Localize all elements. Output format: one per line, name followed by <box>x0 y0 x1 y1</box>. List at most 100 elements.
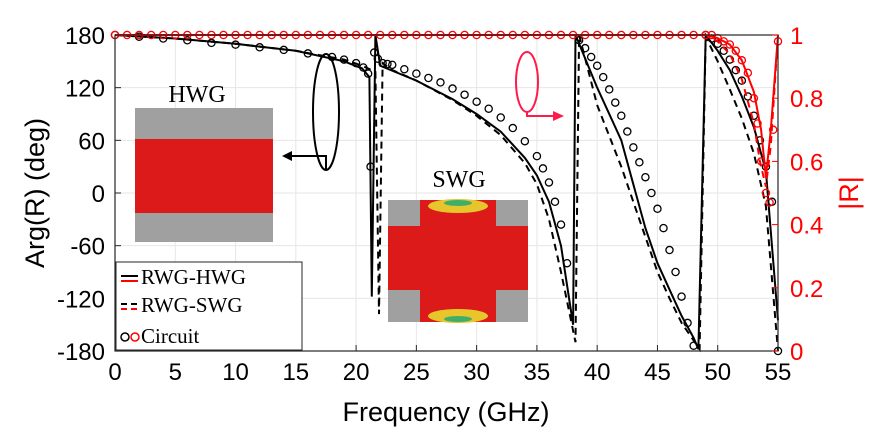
phase-markers-marker <box>653 204 662 214</box>
phase-markers-marker <box>303 49 313 58</box>
legend-label-rwg-hwg: RWG-HWG <box>141 265 246 289</box>
phase-markers-marker <box>544 178 554 187</box>
phase-markers-marker <box>586 52 596 62</box>
phase-markers-marker <box>683 318 692 328</box>
phase-markers-marker <box>231 40 240 49</box>
phase-markers-marker <box>448 84 457 93</box>
phase-curve-marker-ellipse <box>312 53 340 171</box>
phase-markers-marker <box>598 72 608 82</box>
phase-markers-marker <box>472 97 481 106</box>
x-tick-label: 55 <box>765 359 792 386</box>
legend-label-circuit: Circuit <box>141 324 199 348</box>
y-tick-label-right: 0.4 <box>790 213 823 240</box>
y-tick-label-right: 1 <box>790 23 803 50</box>
y-tick-label-right: 0.6 <box>790 149 823 176</box>
magnitude-markers-marker <box>756 157 766 166</box>
phase-markers-marker <box>359 63 368 72</box>
y-tick-label-left: -120 <box>57 286 105 313</box>
y-tick-label-left: 0 <box>92 181 105 208</box>
x-tick-label: 30 <box>463 359 490 386</box>
phase-markers-marker <box>743 92 753 101</box>
phase-markers-marker <box>339 55 349 64</box>
phase-markers-marker <box>424 73 433 83</box>
phase-markers-marker <box>412 69 421 78</box>
phase-markers-marker <box>496 113 505 122</box>
phase-markers-marker <box>556 220 566 229</box>
phase-markers-marker <box>436 78 445 87</box>
y-tick-label-left: 120 <box>65 76 105 103</box>
legend-circuit-red-marker <box>130 332 140 342</box>
legend-label-rwg-swg: RWG-SWG <box>141 293 243 317</box>
y-axis-label-right: |R| <box>834 176 864 210</box>
phase-markers-marker <box>659 223 668 233</box>
swg-field-hotspot-top-inner <box>444 200 472 206</box>
x-tick-label: 35 <box>524 359 551 386</box>
phase-markers-marker <box>388 60 397 70</box>
swg-label: SWG <box>432 167 485 193</box>
x-tick-label: 50 <box>704 359 731 386</box>
phase-markers-marker <box>207 38 216 48</box>
phase-markers-marker <box>635 158 644 167</box>
hwg-label: HWG <box>168 82 225 108</box>
phase-markers-marker <box>378 58 387 68</box>
phase-markers-marker <box>363 69 373 78</box>
magnitude-markers-marker <box>743 68 753 78</box>
phase-markers-marker <box>383 59 392 69</box>
phase-markers-marker <box>737 76 747 85</box>
x-tick-label: 15 <box>282 359 309 386</box>
magnitude-markers-marker <box>737 56 747 65</box>
y-tick-label-left: -60 <box>70 234 105 261</box>
phase-markers-marker <box>677 292 686 301</box>
phase-markers-marker <box>183 36 192 45</box>
phase-markers-marker <box>532 151 542 161</box>
phase-axis-arrow <box>288 155 327 170</box>
phase-markers-marker <box>574 36 584 45</box>
phase-markers-marker <box>327 52 337 62</box>
phase-markers-marker <box>671 267 680 277</box>
y-tick-label-left: -180 <box>57 339 105 366</box>
magnitude-curve-marker-ellipse <box>515 51 539 113</box>
phase-markers-marker <box>647 188 656 198</box>
phase-markers-marker <box>538 164 548 173</box>
x-tick-label: 40 <box>584 359 611 386</box>
phase-markers-marker <box>508 123 518 133</box>
phase-markers-marker <box>641 172 650 182</box>
magnitude-markers-marker <box>753 119 762 128</box>
phase-markers-marker <box>611 98 620 107</box>
phase-markers-marker <box>255 43 264 52</box>
magnitude-dashed-line <box>115 34 779 187</box>
x-tick-label: 20 <box>343 359 370 386</box>
hwg-field-region <box>135 139 273 213</box>
phase-markers-marker <box>351 58 361 68</box>
phase-markers-marker <box>366 162 375 171</box>
phase-markers-marker <box>731 65 741 75</box>
y-tick-label-right: 0 <box>790 339 803 366</box>
legend-box <box>115 261 303 351</box>
phase-markers-marker <box>520 136 530 146</box>
x-tick-label: 0 <box>108 359 121 386</box>
phase-axis-arrowhead <box>282 151 292 161</box>
phase-markers-marker <box>369 48 379 57</box>
x-tick-label: 25 <box>403 359 430 386</box>
magnitude-axis-arrow <box>526 112 557 117</box>
phase-markers-marker <box>484 104 493 113</box>
phase-markers-marker <box>665 245 674 255</box>
swg-field-hotspot-bottom-inner <box>444 316 472 322</box>
phase-markers-marker <box>689 341 698 350</box>
x-tick-label: 45 <box>644 359 671 386</box>
x-tick-label: 5 <box>169 359 182 386</box>
x-axis-label: Frequency (GHz) <box>342 397 549 427</box>
magnitude-markers-marker <box>725 40 735 49</box>
phase-markers-marker <box>400 64 409 74</box>
phase-markers-marker <box>373 54 383 63</box>
y-tick-label-left: 60 <box>78 128 105 155</box>
phase-markers-marker <box>623 127 632 136</box>
phase-markers-marker <box>562 258 572 268</box>
magnitude-markers-marker <box>761 188 771 198</box>
phase-markers-marker <box>550 197 560 207</box>
phase-dashed-line <box>114 34 779 353</box>
legend-circuit-black-marker <box>120 332 130 342</box>
magnitude-markers-marker <box>749 93 759 103</box>
x-tick-label: 10 <box>222 359 249 386</box>
